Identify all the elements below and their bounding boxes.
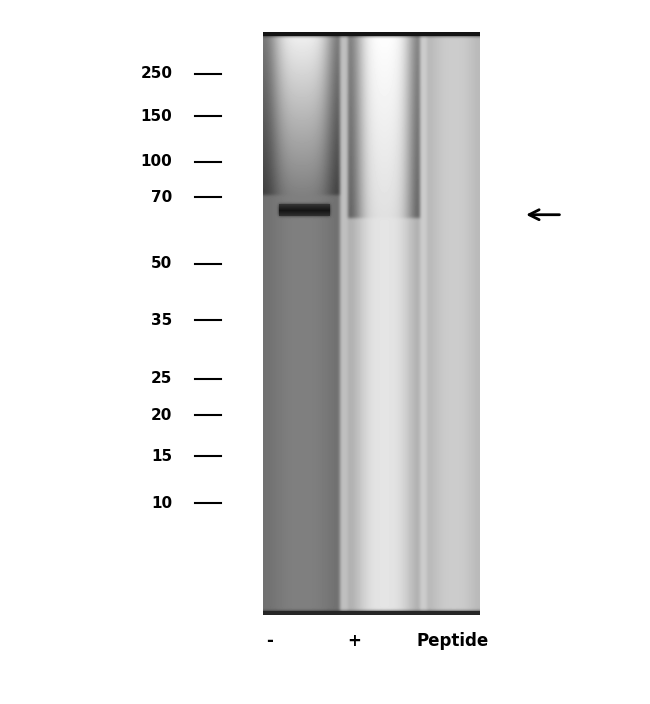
Text: 100: 100 (140, 154, 172, 170)
Text: 150: 150 (140, 108, 172, 124)
Text: 35: 35 (151, 313, 172, 328)
Text: +: + (347, 631, 361, 650)
Text: Peptide: Peptide (416, 631, 488, 650)
Text: 250: 250 (140, 66, 172, 82)
Text: 20: 20 (151, 408, 172, 423)
Text: -: - (266, 631, 273, 650)
Text: 50: 50 (151, 256, 172, 272)
Text: 15: 15 (151, 448, 172, 464)
Text: 10: 10 (151, 496, 172, 511)
Text: 25: 25 (151, 371, 172, 386)
Text: 70: 70 (151, 189, 172, 205)
